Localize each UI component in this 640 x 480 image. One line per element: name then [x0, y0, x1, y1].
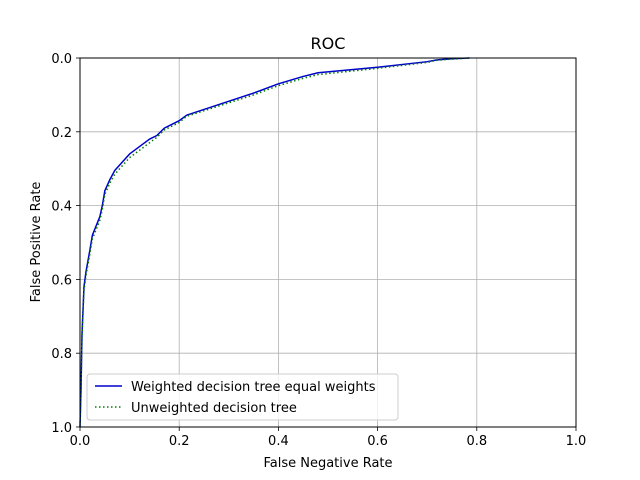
x-tick-label: 0.2 — [169, 434, 190, 449]
chart-title: ROC — [311, 34, 346, 53]
y-tick-label: 0.4 — [51, 200, 72, 215]
legend-label-unweighted: Unweighted decision tree — [131, 401, 297, 416]
y-tick-label: 0.6 — [51, 273, 72, 288]
legend-label-weighted: Weighted decision tree equal weights — [131, 380, 376, 395]
y-tick-label: 0.0 — [51, 52, 72, 67]
legend-box — [86, 373, 399, 421]
y-axis-label: False Positive Rate — [29, 182, 44, 303]
x-tick-label: 1.0 — [566, 434, 587, 449]
x-tick-label: 0.8 — [466, 434, 487, 449]
legend: Weighted decision tree equal weights Unw… — [86, 373, 399, 421]
y-tick-label: 0.2 — [51, 126, 72, 141]
plot-area — [80, 58, 576, 427]
x-axis-label: False Negative Rate — [263, 456, 392, 471]
y-tick-label: 1.0 — [51, 421, 72, 436]
series-layer — [79, 57, 470, 428]
grid — [79, 57, 577, 428]
x-tick-label: 0.6 — [367, 434, 388, 449]
x-tick-label: 0.0 — [70, 434, 91, 449]
y-tick-label: 0.8 — [51, 347, 72, 362]
ticks: 0.0 0.2 0.4 0.6 0.8 1.00.00.20.40.60.81.0 — [51, 52, 586, 449]
series-line-weighted — [79, 57, 470, 428]
plot-frame — [79, 57, 577, 428]
x-tick-label: 0.4 — [268, 434, 289, 449]
